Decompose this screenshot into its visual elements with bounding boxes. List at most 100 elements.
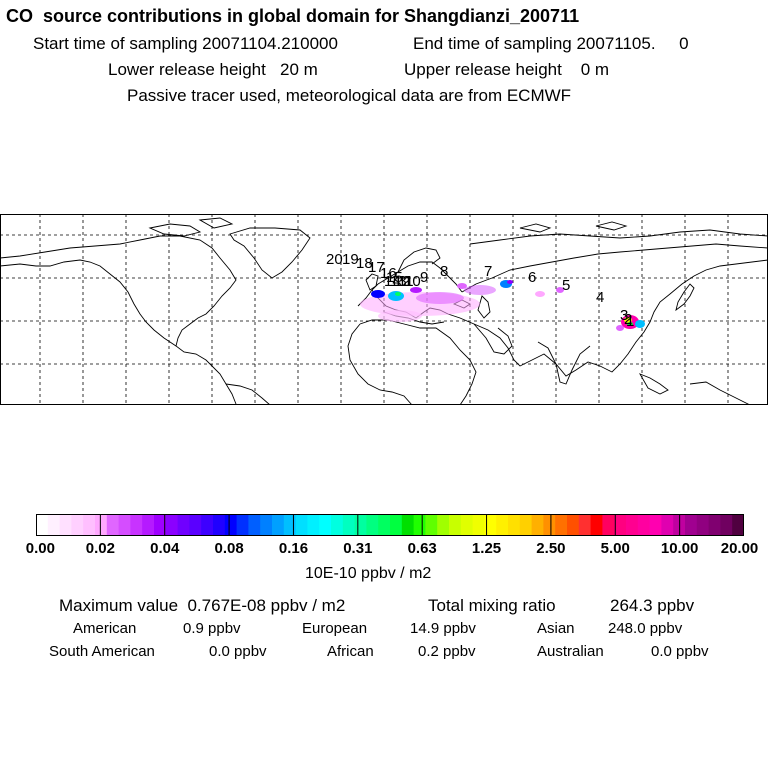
- region-value: 0.9 ppbv: [183, 620, 241, 637]
- colorbar-cell: [59, 514, 72, 536]
- colorbar-cell: [567, 514, 580, 536]
- colorbar-cell: [260, 514, 273, 536]
- traj-label: 1: [626, 313, 634, 330]
- colorbar-tick-label: 0.04: [150, 540, 180, 557]
- colorbar-cell: [95, 514, 108, 536]
- colorbar-cell: [354, 514, 367, 536]
- sampling-end: End time of sampling 20071105. 0: [413, 34, 689, 53]
- colorbar-cell: [661, 514, 674, 536]
- colorbar-dividers: [99, 514, 681, 536]
- traj-label: 6: [528, 269, 536, 286]
- colorbar-cell: [531, 514, 544, 536]
- traj-label: 14: [384, 273, 401, 290]
- region-name: European: [302, 620, 368, 637]
- colorbar-cell: [602, 514, 615, 536]
- colorbar-cell: [649, 514, 662, 536]
- traj-label: 10: [404, 273, 421, 290]
- region-name: Australian: [537, 643, 604, 660]
- traj-label: 19: [342, 251, 359, 268]
- colorbar-cell: [543, 514, 556, 536]
- colorbar-cell: [413, 514, 426, 536]
- colorbar-tick-label: 20.00: [720, 540, 759, 557]
- colorbar-cell: [472, 514, 485, 536]
- colorbar-cell: [390, 514, 403, 536]
- colorbar-units: 10E-10 ppbv / m2: [305, 565, 432, 582]
- traj-label: 16: [380, 265, 397, 282]
- colorbar-cell: [177, 514, 190, 536]
- plot-title: CO source contributions in global domain…: [6, 6, 580, 26]
- colorbar-cell: [437, 514, 450, 536]
- colorbar-cell: [272, 514, 285, 536]
- colorbar-tick-label: 0.00: [25, 540, 55, 557]
- region-name: Asian: [537, 620, 575, 637]
- traj-label: 4: [596, 289, 604, 306]
- colorbar-cell: [342, 514, 355, 536]
- total-mixing-label: Total mixing ratio: [428, 596, 556, 615]
- colorbar-cell: [614, 514, 627, 536]
- upper-release-height: Upper release height 0 m: [404, 60, 610, 79]
- region-name: South American: [49, 643, 155, 660]
- colorbar-tick-label: 1.25: [471, 540, 502, 557]
- region-value: 14.9 ppbv: [410, 620, 476, 637]
- maximum-value: Maximum value 0.767E-08 ppbv / m2: [59, 596, 346, 615]
- colorbar-cell: [460, 514, 473, 536]
- traj-label: 9: [420, 269, 428, 286]
- concentration-field: [360, 280, 645, 331]
- colorbar-cell: [637, 514, 650, 536]
- colorbar-cell: [685, 514, 698, 536]
- total-mixing-value: 264.3 ppbv: [610, 596, 695, 615]
- colorbar-cell: [401, 514, 414, 536]
- colorbar-cell: [71, 514, 84, 536]
- region-name: African: [327, 643, 374, 660]
- colorbar-cell: [295, 514, 308, 536]
- colorbar-cell: [366, 514, 379, 536]
- sampling-start: Start time of sampling 20071104.210000: [33, 34, 338, 53]
- colorbar-cell: [449, 514, 462, 536]
- colorbar-cell: [578, 514, 591, 536]
- colorbar-tick-label: 0.08: [214, 540, 244, 557]
- traj-label: 3: [620, 307, 628, 324]
- traj-label: 11: [398, 273, 414, 290]
- region-value: 0.0 ppbv: [209, 643, 267, 660]
- colorbar-cell: [378, 514, 391, 536]
- colorbar-cell: [720, 514, 733, 536]
- colorbar-tick-label: 0.16: [278, 540, 309, 557]
- colorbar-cell: [331, 514, 344, 536]
- traj-label: 15: [386, 269, 403, 286]
- colorbar-tick-label: 0.31: [343, 540, 373, 557]
- colorbar-cell: [201, 514, 214, 536]
- colorbar-cell: [496, 514, 509, 536]
- lower-release-height: Lower release height 20 m: [108, 60, 318, 79]
- colorbar-cell: [189, 514, 202, 536]
- colorbar-cell: [142, 514, 155, 536]
- colorbar-cell: [213, 514, 226, 536]
- colorbar-tick-label: 10.00: [660, 540, 699, 557]
- colorbar-cell: [248, 514, 261, 536]
- colorbar-cells: [36, 514, 744, 536]
- colorbar-cell: [508, 514, 521, 536]
- colorbar-tick-label: 5.00: [600, 540, 630, 557]
- colorbar-cell: [236, 514, 249, 536]
- colorbar-tick-label: 0.63: [407, 540, 437, 557]
- colorbar-cell: [224, 514, 237, 536]
- colorbar-cell: [555, 514, 568, 536]
- colorbar-cell: [626, 514, 639, 536]
- world-map: 20 19 18 17 16 15 14 13 12 11 10 9 8 7 6…: [0, 214, 768, 405]
- region-value: 248.0 ppbv: [608, 620, 683, 637]
- traj-label: 20: [326, 251, 343, 268]
- grid-lines: [0, 214, 768, 405]
- traj-label: 7: [484, 263, 492, 280]
- colorbar-cell: [732, 514, 744, 536]
- colorbar: [36, 514, 744, 536]
- colorbar-cell: [319, 514, 332, 536]
- colorbar-cell: [283, 514, 296, 536]
- colorbar-cell: [106, 514, 119, 536]
- colorbar-tick-label: 2.50: [536, 540, 566, 557]
- colorbar-cell: [118, 514, 131, 536]
- colorbar-cell: [83, 514, 96, 536]
- region-value: 0.0 ppbv: [651, 643, 709, 660]
- colorbar-cell: [47, 514, 60, 536]
- traj-label: 12: [394, 273, 411, 290]
- colorbar-cell: [696, 514, 709, 536]
- colorbar-tick-label: 0.02: [85, 540, 115, 557]
